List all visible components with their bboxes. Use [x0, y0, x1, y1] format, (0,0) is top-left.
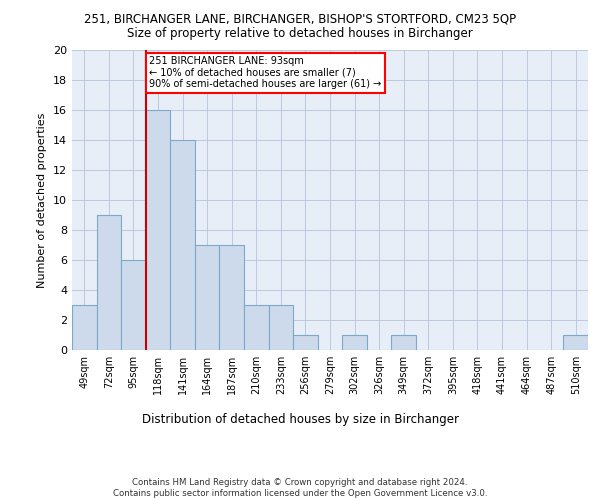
Bar [220, 245, 244, 350]
Bar [244, 305, 269, 350]
Text: Contains HM Land Registry data © Crown copyright and database right 2024.
Contai: Contains HM Land Registry data © Crown c… [113, 478, 487, 498]
Text: Size of property relative to detached houses in Birchanger: Size of property relative to detached ho… [127, 28, 473, 40]
Bar [342, 335, 367, 350]
Text: 251, BIRCHANGER LANE, BIRCHANGER, BISHOP'S STORTFORD, CM23 5QP: 251, BIRCHANGER LANE, BIRCHANGER, BISHOP… [84, 12, 516, 26]
Y-axis label: Number of detached properties: Number of detached properties [37, 112, 47, 288]
Bar [563, 335, 588, 350]
Bar [72, 305, 97, 350]
Bar [195, 245, 220, 350]
Text: Distribution of detached houses by size in Birchanger: Distribution of detached houses by size … [142, 412, 458, 426]
Bar [97, 215, 121, 350]
Bar [269, 305, 293, 350]
Bar [170, 140, 195, 350]
Bar [146, 110, 170, 350]
Text: 251 BIRCHANGER LANE: 93sqm
← 10% of detached houses are smaller (7)
90% of semi-: 251 BIRCHANGER LANE: 93sqm ← 10% of deta… [149, 56, 382, 89]
Bar [391, 335, 416, 350]
Bar [293, 335, 318, 350]
Bar [121, 260, 146, 350]
